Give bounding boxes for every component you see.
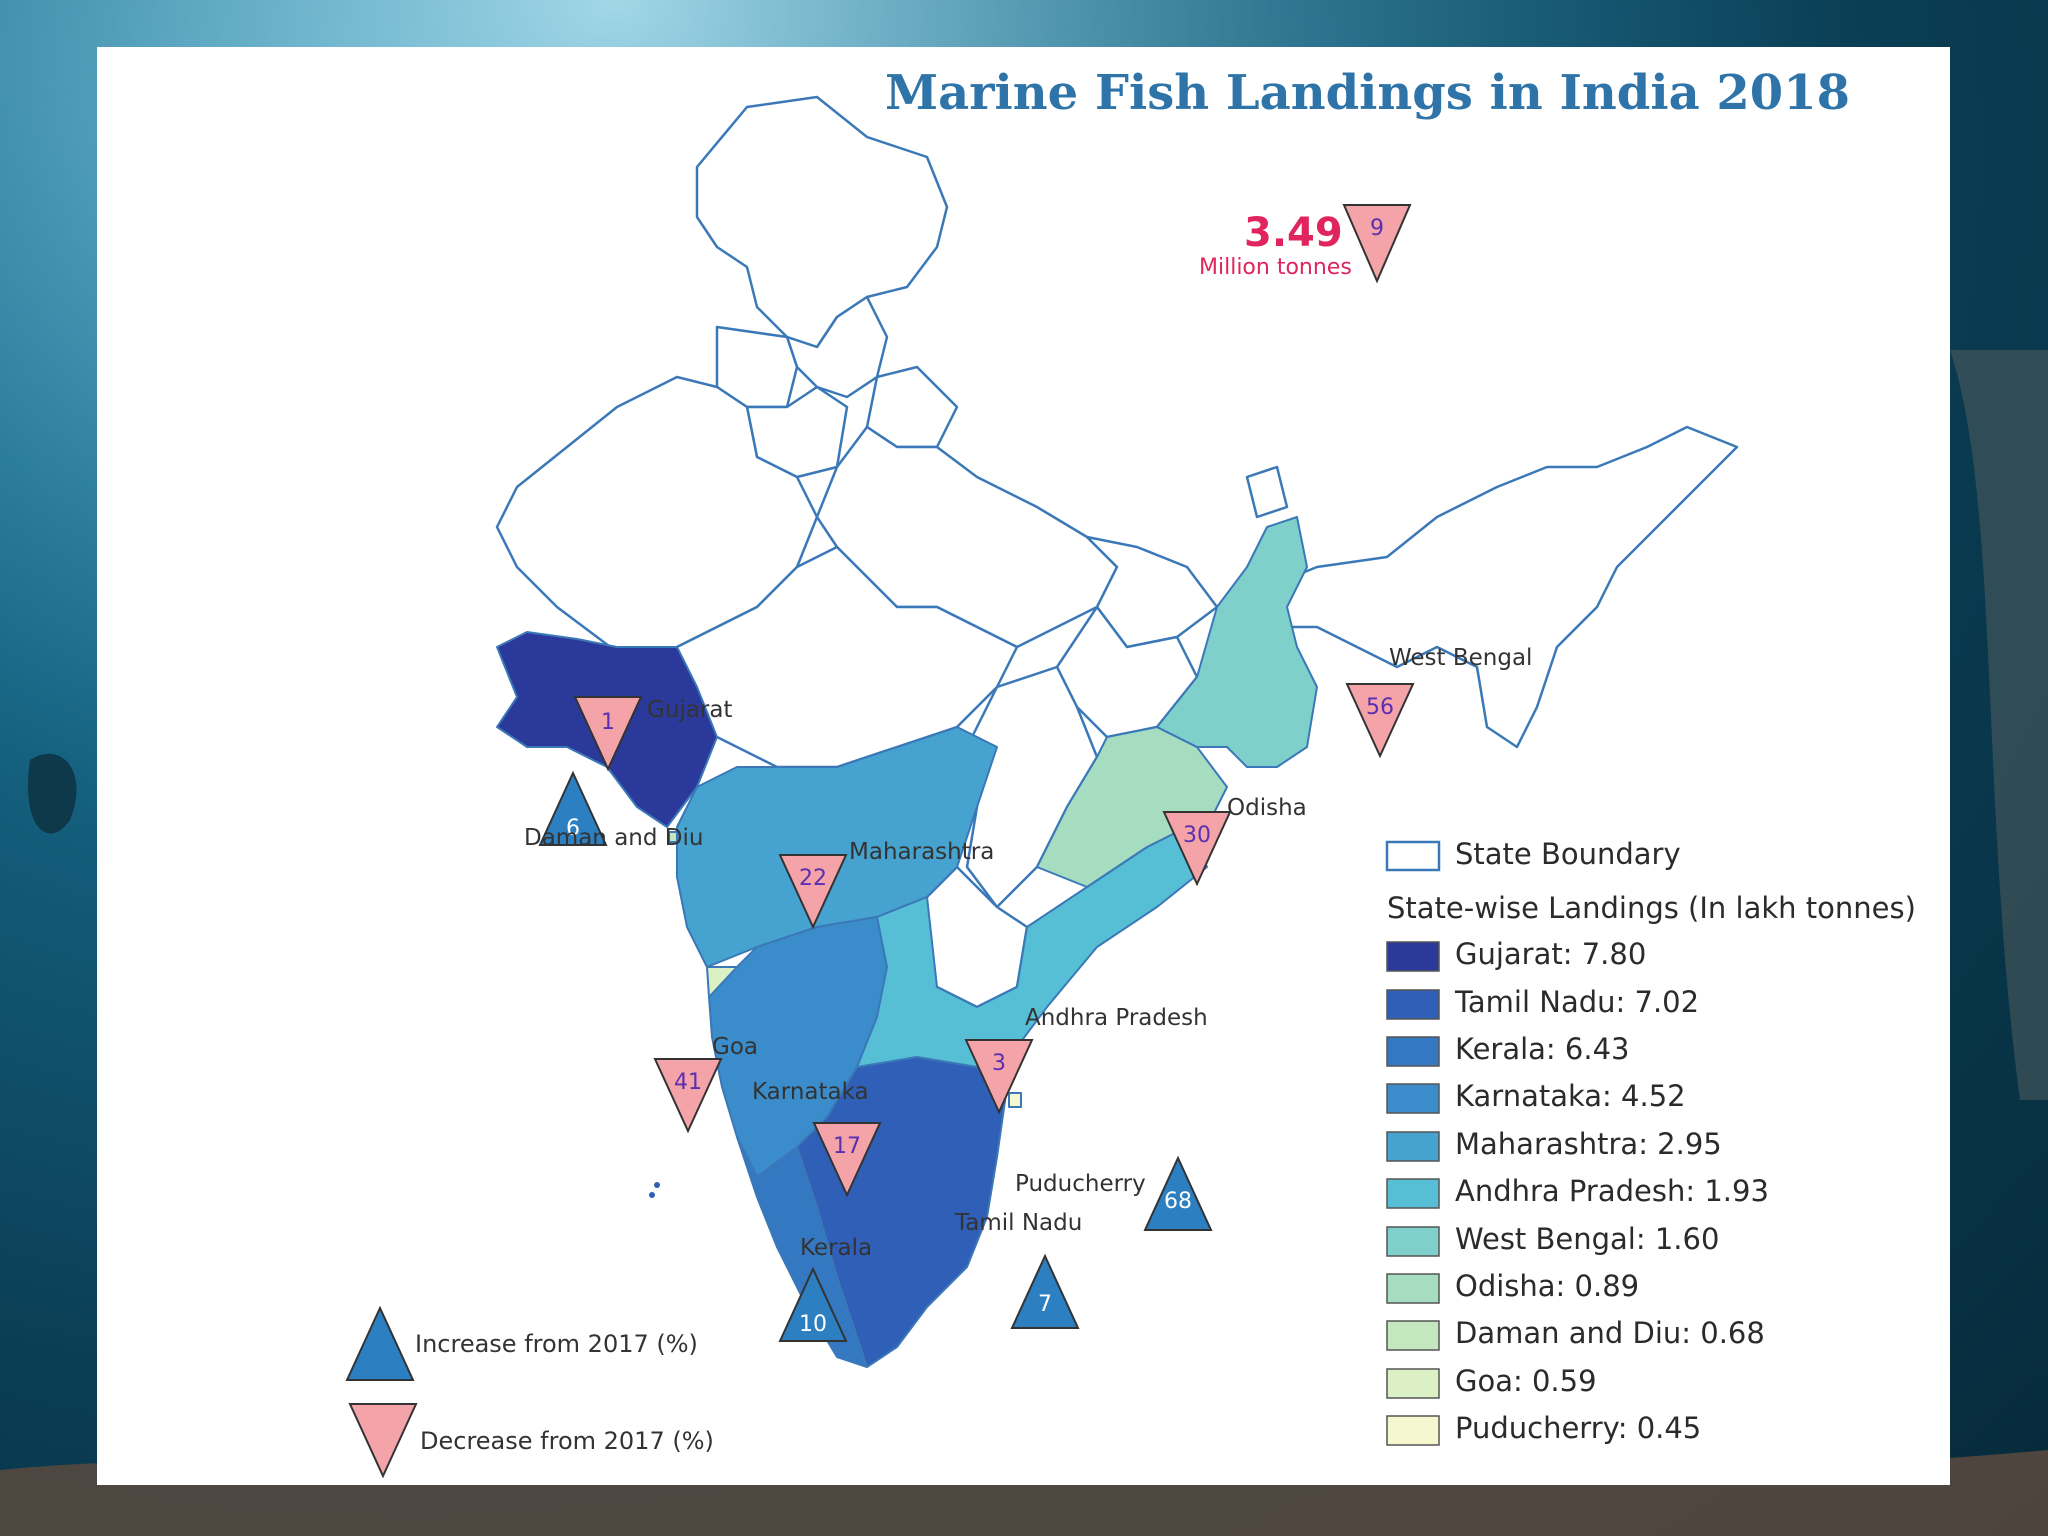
marker-puducherry-value: 68	[1164, 1189, 1192, 1214]
lakshadweep-dot	[654, 1182, 660, 1188]
legend-swatch-odisha	[1386, 1273, 1440, 1304]
legend-swatch-daman-diu	[1386, 1320, 1440, 1351]
marker-daman-diu: 6	[538, 770, 608, 846]
marker-tamil-nadu: 7	[1010, 1253, 1080, 1329]
marker-kerala: 10	[778, 1266, 848, 1342]
national-decrease-marker: 9	[1342, 204, 1412, 284]
label-daman-diu: Daman and Diu	[524, 825, 704, 851]
region-andhra-pradesh	[856, 826, 1208, 1088]
state-himachal	[785, 295, 889, 399]
legend-item-tamil-nadu: Tamil Nadu: 7.02	[1455, 985, 1700, 1019]
region-maharashtra	[676, 726, 998, 968]
legend-swatch-gujarat	[1386, 941, 1440, 972]
decrease-key-label: Decrease from 2017 (%)	[420, 1427, 714, 1455]
map-panel: 9 1 6 22 41 17 3 30	[97, 47, 1950, 1485]
legend-heading: State-wise Landings (In lakh tonnes)	[1387, 891, 1916, 925]
legend-item-karnataka: Karnataka: 4.52	[1455, 1079, 1686, 1113]
state-northeast	[1265, 425, 1739, 749]
legend-item-maharashtra: Maharashtra: 2.95	[1455, 1127, 1722, 1161]
label-goa: Goa	[712, 1034, 758, 1060]
region-daman-diu	[668, 831, 678, 843]
national-total-value: 3.49	[1244, 210, 1343, 256]
marker-karnataka: 17	[812, 1122, 882, 1198]
marker-goa: 41	[653, 1058, 723, 1134]
legend-item-puducherry: Puducherry: 0.45	[1455, 1411, 1702, 1445]
legend-swatch-karnataka	[1386, 1083, 1440, 1114]
label-odisha: Odisha	[1227, 795, 1307, 821]
marker-andhra-pradesh-value: 3	[992, 1051, 1006, 1076]
state-jammu-kashmir	[695, 95, 949, 349]
lakshadweep-dot	[649, 1192, 655, 1198]
legend-swatch-andhra-pradesh	[1386, 1178, 1440, 1209]
legend-item-odisha: Odisha: 0.89	[1455, 1269, 1640, 1303]
india-map: 9 1 6 22 41 17 3 30	[345, 95, 1739, 1479]
region-west-bengal	[1156, 516, 1318, 768]
legend-swatch-tamil-nadu	[1386, 989, 1440, 1020]
state-sikkim	[1245, 465, 1289, 519]
legend-swatch-maharashtra	[1386, 1131, 1440, 1162]
marker-west-bengal-value: 56	[1366, 695, 1394, 720]
legend-item-andhra-pradesh: Andhra Pradesh: 1.93	[1455, 1174, 1769, 1208]
marker-puducherry: 68	[1143, 1155, 1213, 1231]
marker-tamil-nadu-value: 7	[1038, 1292, 1052, 1317]
label-maharashtra: Maharashtra	[849, 839, 995, 865]
legend-item-west-bengal: West Bengal: 1.60	[1455, 1222, 1720, 1256]
legend-swatch-goa	[1386, 1368, 1440, 1399]
marker-karnataka-value: 17	[833, 1134, 861, 1159]
legend-item-gujarat: Gujarat: 7.80	[1455, 937, 1647, 971]
legend-item-daman-diu: Daman and Diu: 0.68	[1455, 1316, 1765, 1350]
legend-swatch-kerala	[1386, 1036, 1440, 1067]
legend-item-goa: Goa: 0.59	[1455, 1364, 1597, 1398]
marker-odisha: 30	[1162, 811, 1232, 887]
label-andhra-pradesh: Andhra Pradesh	[1025, 1005, 1208, 1031]
marker-goa-value: 41	[674, 1070, 702, 1095]
marker-daman-diu-value: 6	[566, 816, 580, 841]
label-west-bengal: West Bengal	[1389, 645, 1533, 671]
marker-andhra-pradesh: 3	[964, 1039, 1034, 1115]
increase-key-label: Increase from 2017 (%)	[415, 1330, 698, 1358]
marker-odisha-value: 30	[1183, 823, 1211, 848]
national-total-unit: Million tonnes	[1199, 255, 1352, 280]
decrease-key-marker	[348, 1403, 418, 1479]
marker-gujarat-value: 1	[601, 710, 615, 735]
legend-swatch-boundary	[1385, 840, 1441, 872]
label-kerala: Kerala	[800, 1235, 873, 1261]
region-puducherry	[1008, 1092, 1022, 1108]
marker-gujarat: 1	[573, 696, 643, 772]
legend-item-kerala: Kerala: 6.43	[1455, 1032, 1630, 1066]
label-puducherry: Puducherry	[1015, 1171, 1146, 1197]
marker-west-bengal: 56	[1345, 683, 1415, 759]
marker-kerala-value: 10	[799, 1312, 827, 1337]
legend-boundary-label: State Boundary	[1455, 837, 1681, 871]
marker-maharashtra-value: 22	[799, 866, 827, 891]
increase-key-marker	[345, 1305, 415, 1381]
map-title: Marine Fish Landings in India 2018	[885, 65, 1850, 121]
label-gujarat: Gujarat	[647, 697, 733, 723]
state-madhya-pradesh	[655, 545, 1019, 769]
legend-swatch-puducherry	[1386, 1415, 1440, 1446]
national-change-label: 9	[1370, 216, 1384, 241]
label-karnataka: Karnataka	[752, 1079, 869, 1105]
region-odisha	[1036, 726, 1228, 888]
marker-maharashtra: 22	[778, 854, 848, 930]
label-tamil-nadu: Tamil Nadu	[955, 1210, 1083, 1236]
legend-swatch-west-bengal	[1386, 1226, 1440, 1257]
